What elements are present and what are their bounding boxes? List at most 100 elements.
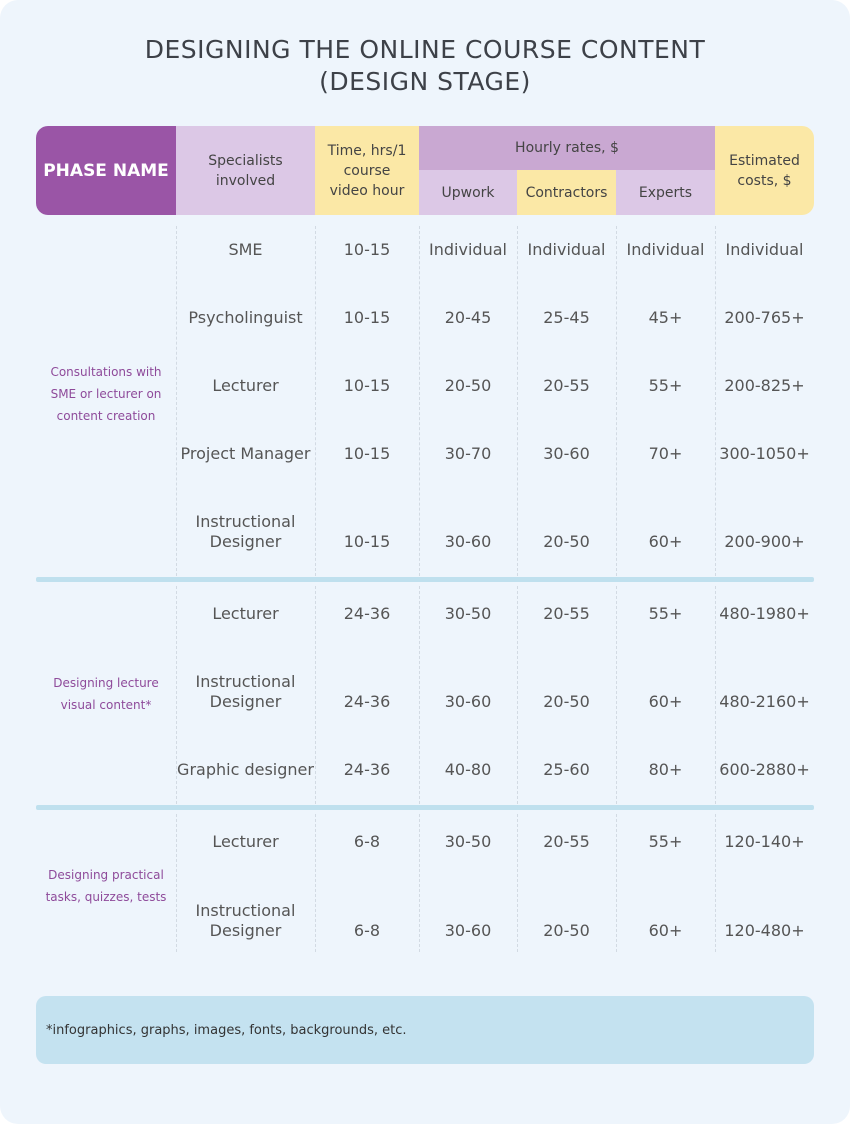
- cell-cost: 200-765+: [724, 308, 805, 327]
- header-specialists-line: Specialists: [208, 152, 283, 169]
- header-contractors: Contractors: [517, 170, 616, 215]
- cell-experts: 55+: [648, 604, 683, 623]
- cell-experts: 70+: [648, 444, 683, 463]
- cell-specialist-line: Designer: [209, 921, 282, 940]
- column-separator: [419, 226, 420, 576]
- column-separator: [715, 586, 716, 804]
- header-specialists: Specialists involved: [176, 126, 315, 215]
- column-separator: [176, 226, 177, 576]
- cell-time: 24-36: [343, 604, 391, 623]
- cell-specialist-line: Designer: [209, 532, 282, 551]
- cell-cost: 120-480+: [724, 921, 805, 940]
- header-hourly-rates-label: Hourly rates, $: [515, 140, 619, 156]
- cell-cost: 200-900+: [724, 532, 805, 551]
- cell-specialist-text: Project Manager: [180, 444, 311, 463]
- cell-contractors: 20-55: [543, 376, 590, 395]
- column-separator: [715, 226, 716, 576]
- phase-label-line: SME or lecturer on: [50, 387, 162, 401]
- cell-upwork: 30-60: [444, 921, 492, 940]
- cell-specialist-text: SME: [228, 240, 263, 259]
- phase-label-line: tasks, quizzes, tests: [45, 890, 167, 904]
- column-separator: [419, 586, 420, 804]
- cell-upwork: 30-60: [444, 532, 492, 551]
- column-separator: [517, 226, 518, 576]
- cell-time: 24-36: [343, 760, 391, 779]
- header-phase-name-label: PHASE NAME: [43, 160, 169, 181]
- cell-experts: 55+: [648, 376, 683, 395]
- column-separator: [517, 586, 518, 804]
- column-separator: [176, 814, 177, 952]
- cell-contractors: 25-45: [543, 308, 590, 327]
- page-title: DESIGNING THE ONLINE COURSE CONTENT (DES…: [0, 34, 850, 98]
- cell-contractors: Individual: [527, 240, 606, 259]
- cell-contractors: 20-55: [543, 604, 590, 623]
- header-time-line: Time, hrs/1: [327, 142, 407, 159]
- cell-cost: 600-2880+: [719, 760, 810, 779]
- cell-contractors: 20-50: [543, 921, 590, 940]
- group-divider: [36, 577, 814, 582]
- cell-time: 6-8: [353, 921, 381, 940]
- cell-cost: Individual: [725, 240, 804, 259]
- cell-specialist: Graphic designer: [176, 756, 315, 784]
- column-separator: [315, 814, 316, 952]
- group-divider: [36, 805, 814, 810]
- cell-time: 24-36: [343, 692, 391, 711]
- header-time-line: course: [343, 162, 391, 179]
- column-separator: [715, 814, 716, 952]
- column-separator: [176, 586, 177, 804]
- cell-specialist-line: Designer: [209, 692, 282, 711]
- cell-upwork: 40-80: [444, 760, 492, 779]
- cell-specialist: Psycholinguist: [176, 304, 315, 332]
- header-specialists-line: involved: [215, 172, 276, 189]
- phase-label-line: Designing practical: [48, 868, 164, 882]
- header-time: Time, hrs/1 course video hour: [315, 126, 419, 215]
- header-estimated-costs-line: Estimated: [729, 152, 800, 169]
- cell-specialist-line: Instructional: [195, 672, 296, 691]
- cell-specialist-line: Instructional: [195, 512, 296, 531]
- cell-cost: 200-825+: [724, 376, 805, 395]
- header-upwork: Upwork: [419, 170, 517, 215]
- header-contractors-label: Contractors: [525, 184, 608, 201]
- cell-cost: 120-140+: [724, 832, 805, 851]
- cell-cost: 480-2160+: [719, 692, 810, 711]
- header-estimated-costs: Estimated costs, $: [715, 126, 814, 215]
- header-estimated-costs-line: costs, $: [737, 172, 792, 189]
- cell-specialist-text: Lecturer: [212, 604, 279, 623]
- header-upwork-label: Upwork: [441, 184, 495, 201]
- cell-time: 6-8: [353, 832, 381, 851]
- cell-experts: 55+: [648, 832, 683, 851]
- cell-cost: 300-1050+: [719, 444, 810, 463]
- cell-experts: 60+: [648, 692, 683, 711]
- page-title-line-1: DESIGNING THE ONLINE COURSE CONTENT: [144, 35, 706, 64]
- column-separator: [616, 586, 617, 804]
- cell-specialist-line: Instructional: [195, 901, 296, 920]
- cell-upwork: 30-50: [444, 832, 492, 851]
- cell-upwork: 30-60: [444, 692, 492, 711]
- cell-upwork: 30-70: [444, 444, 492, 463]
- cell-upwork: 20-45: [444, 308, 492, 327]
- header-experts-label: Experts: [638, 184, 693, 201]
- cell-specialist-text: Lecturer: [212, 376, 279, 395]
- cell-specialist: Instructional Designer: [176, 511, 315, 553]
- cell-experts: 80+: [648, 760, 683, 779]
- cell-specialist: Instructional Designer: [176, 671, 315, 713]
- column-separator: [315, 226, 316, 576]
- phase-label-line: Designing lecture: [53, 676, 159, 690]
- cell-specialist: SME: [176, 236, 315, 264]
- column-separator: [517, 814, 518, 952]
- column-separator: [315, 586, 316, 804]
- cell-time: 10-15: [343, 376, 391, 395]
- cell-specialist-text: Lecturer: [212, 832, 279, 851]
- cell-experts: Individual: [626, 240, 705, 259]
- cell-time: 10-15: [343, 308, 391, 327]
- phase-label-visual-content: Designing lecture visual content*: [36, 672, 176, 716]
- cell-contractors: 20-55: [543, 832, 590, 851]
- cell-specialist: Project Manager: [176, 440, 315, 468]
- header-time-line: video hour: [329, 182, 405, 199]
- cell-upwork: 20-50: [444, 376, 492, 395]
- cell-specialist-text: Psycholinguist: [188, 308, 303, 327]
- footnote-text: *infographics, graphs, images, fonts, ba…: [46, 1022, 407, 1038]
- phase-label-line: Consultations with: [50, 365, 162, 379]
- phase-label-line: visual content*: [60, 698, 152, 712]
